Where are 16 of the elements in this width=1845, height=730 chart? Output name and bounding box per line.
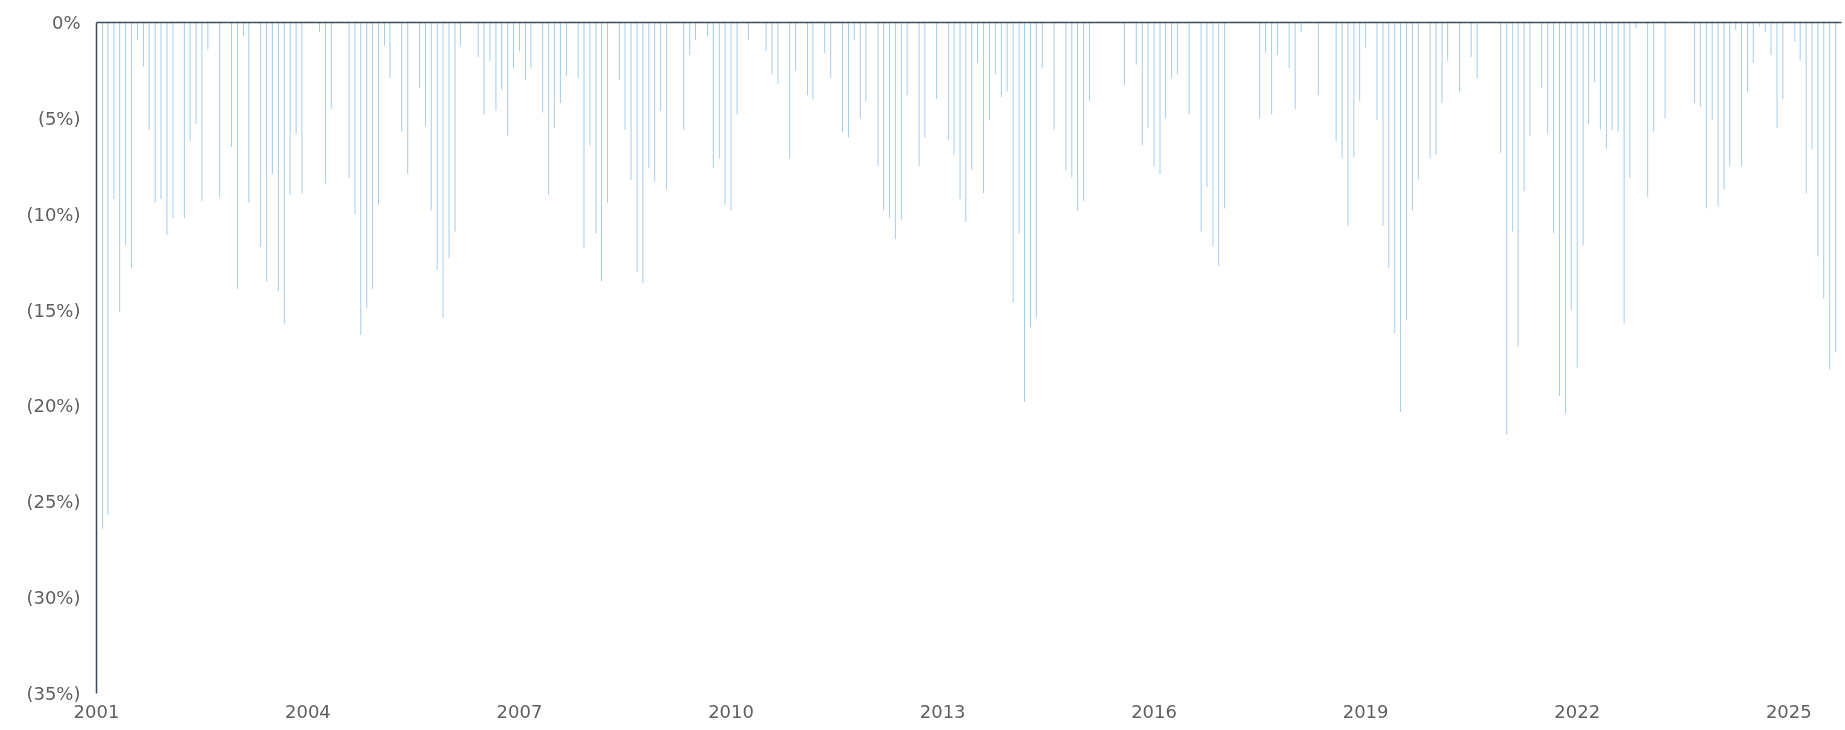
x-tick-label: 2022	[1554, 700, 1601, 722]
y-tick-label: (35%)	[26, 683, 81, 704]
x-tick-label: 2010	[708, 700, 754, 722]
y-tick-label: (20%)	[26, 395, 81, 417]
y-tick-label: (5%)	[37, 107, 81, 129]
y-tick-label: (15%)	[26, 299, 81, 321]
x-tick-label: 2013	[919, 700, 966, 722]
x-tick-label: 2007	[496, 700, 543, 722]
x-tick-label: 2004	[284, 700, 331, 722]
y-tick-label: (10%)	[26, 203, 81, 225]
y-tick-label: (25%)	[26, 491, 81, 513]
y-tick-label: (30%)	[26, 587, 81, 609]
x-tick-label: 2016	[1131, 700, 1177, 722]
x-tick-label: 2019	[1342, 700, 1389, 722]
x-tick-label: 2025	[1765, 700, 1812, 722]
y-tick-label: 0%	[51, 12, 81, 33]
